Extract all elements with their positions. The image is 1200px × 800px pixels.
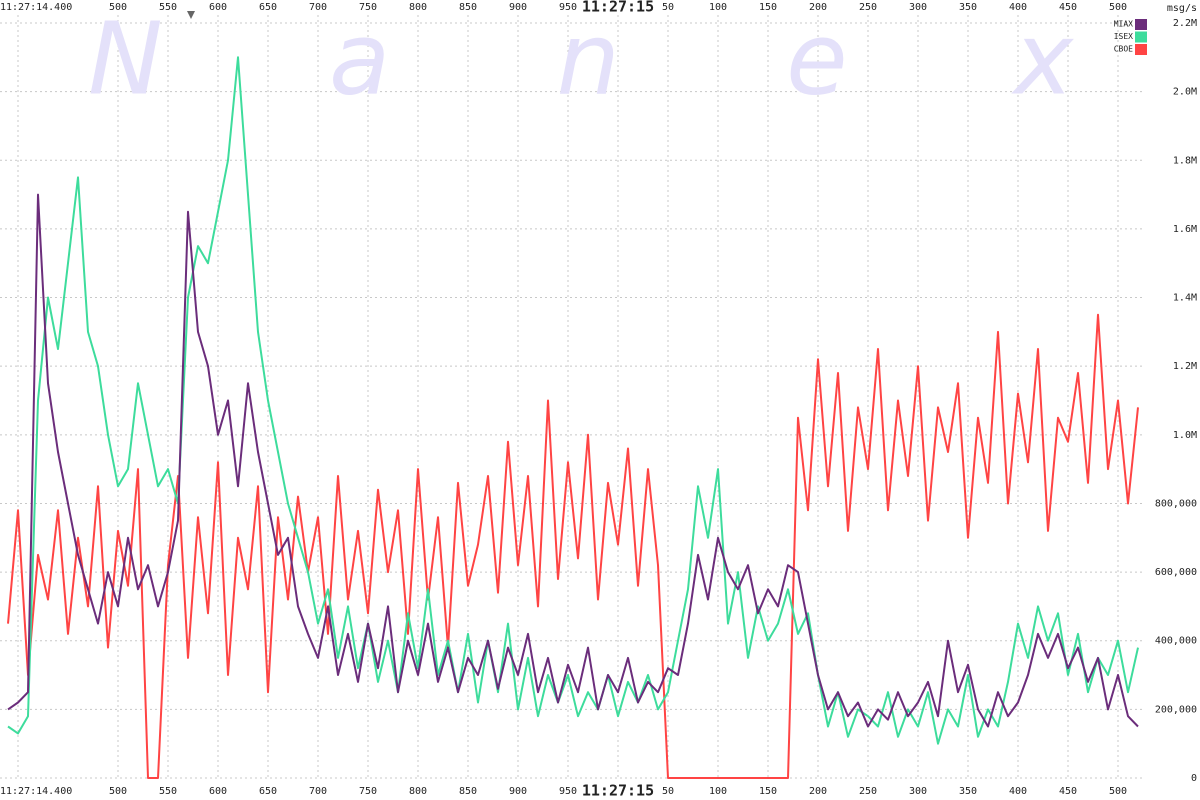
x-tick-label: 300	[909, 2, 927, 13]
x-tick-label: 11:27:15	[582, 0, 654, 16]
x-tick-label: 900	[509, 786, 527, 797]
x-tick-label: 400	[1009, 2, 1027, 13]
x-tick-label: 100	[709, 786, 727, 797]
x-tick-label: 350	[959, 786, 977, 797]
legend-label: ISEX	[1114, 32, 1133, 41]
x-tick-label: 800	[409, 786, 427, 797]
x-tick-label: 900	[509, 2, 527, 13]
x-tick-label: 100	[709, 2, 727, 13]
x-tick-label: 600	[209, 2, 227, 13]
x-tick-label: 850	[459, 2, 477, 13]
y-tick-label: 800,000	[1155, 498, 1197, 509]
x-tick-label: 50	[662, 786, 674, 797]
x-tick-label: 200	[809, 786, 827, 797]
x-tick-label: 450	[1059, 786, 1077, 797]
x-tick-label: 650	[259, 786, 277, 797]
x-tick-label: 750	[359, 2, 377, 13]
legend-label: CBOE	[1114, 45, 1133, 54]
x-tick-label: 550	[159, 786, 177, 797]
x-tick-label: 450	[1059, 2, 1077, 13]
y-tick-label: 1.8M	[1173, 155, 1197, 166]
x-tick-label: 11:27:14.400	[0, 786, 72, 797]
x-tick-label: 200	[809, 2, 827, 13]
y-tick-label: 0	[1191, 773, 1197, 784]
y-tick-label: 400,000	[1155, 636, 1197, 647]
x-tick-label: 250	[859, 786, 877, 797]
legend-label: MIAX	[1114, 20, 1133, 29]
x-tick-label: 150	[759, 2, 777, 13]
marker	[187, 11, 195, 19]
x-tick-label: 500	[109, 2, 127, 13]
x-tick-label: 700	[309, 786, 327, 797]
x-tick-label: 300	[909, 786, 927, 797]
x-tick-label: 700	[309, 2, 327, 13]
y-tick-label: 2.2M	[1173, 18, 1197, 29]
x-tick-label: 800	[409, 2, 427, 13]
plot-area	[7, 56, 1139, 779]
x-tick-label: 11:27:15	[582, 782, 654, 800]
x-tick-label: 150	[759, 786, 777, 797]
x-tick-label: 950	[559, 2, 577, 13]
y-tick-label: 1.0M	[1173, 430, 1197, 441]
x-tick-label: 850	[459, 786, 477, 797]
y-tick-label: 1.6M	[1173, 224, 1197, 235]
x-tick-label: 500	[1109, 2, 1127, 13]
x-tick-label: 250	[859, 2, 877, 13]
y-tick-label: 2.0M	[1173, 87, 1197, 98]
series-line	[7, 313, 1139, 779]
y-tick-label: 1.2M	[1173, 361, 1197, 372]
x-tick-label: 50	[662, 2, 674, 13]
x-tick-label: 11:27:14.400	[0, 2, 72, 13]
legend-swatch	[1135, 31, 1147, 43]
y-tick-label: 200,000	[1155, 704, 1197, 715]
x-tick-label: 500	[1109, 786, 1127, 797]
y-tick-label: 1.4M	[1173, 293, 1197, 304]
x-tick-label: 400	[1009, 786, 1027, 797]
legend-swatch	[1135, 19, 1147, 30]
y-tick-label: 600,000	[1155, 567, 1197, 578]
x-tick-label: 500	[109, 786, 127, 797]
x-tick-label: 950	[559, 786, 577, 797]
grid	[0, 15, 1145, 779]
legend: MIAX ISEX CBOE	[1114, 19, 1147, 55]
legend-swatch	[1135, 44, 1147, 55]
x-tick-label: 750	[359, 786, 377, 797]
x-tick-label: 550	[159, 2, 177, 13]
x-tick-label: 350	[959, 2, 977, 13]
series-line	[7, 193, 1139, 728]
series-line	[7, 56, 1139, 745]
x-tick-label: 600	[209, 786, 227, 797]
y-unit: msg/s	[1167, 3, 1197, 14]
x-tick-label: 650	[259, 2, 277, 13]
